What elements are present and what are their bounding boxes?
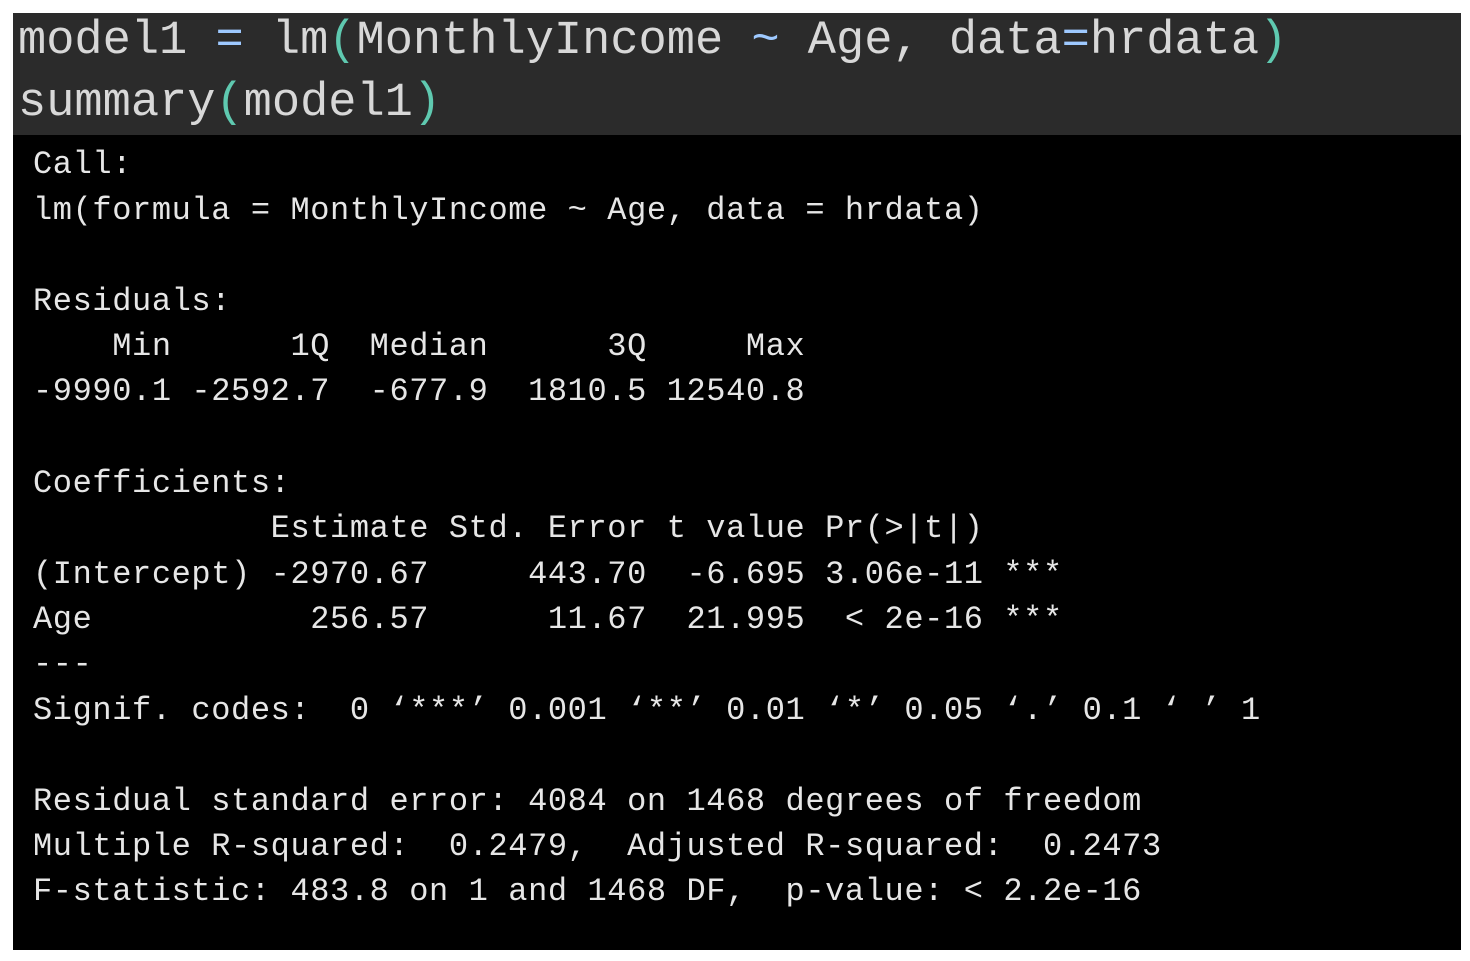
code-token-variable: model1	[18, 15, 216, 68]
output-coefficient-row-age: Age 256.57 11.67 21.995 < 2e-16 ***	[33, 601, 1063, 638]
output-r-squared: Multiple R-squared: 0.2479, Adjusted R-s…	[33, 828, 1182, 865]
code-token-tilde: ~	[751, 15, 780, 68]
output-call-formula: lm(formula = MonthlyIncome ~ Age, data =…	[33, 192, 984, 229]
code-token-predictor: Age, data	[779, 15, 1062, 68]
code-token-function: lm	[243, 15, 329, 68]
output-residuals-header: Min 1Q Median 3Q Max	[33, 328, 826, 365]
output-residuals-values: -9990.1 -2592.7 -677.9 1810.5 12540.8	[33, 373, 826, 410]
output-coefficients-heading: Coefficients:	[33, 465, 291, 502]
output-f-statistic: F-statistic: 483.8 on 1 and 1468 DF, p-v…	[33, 873, 1142, 910]
code-token-assign-op: =	[215, 15, 244, 68]
output-coefficient-row-intercept: (Intercept) -2970.67 443.70 -6.695 3.06e…	[33, 556, 1063, 593]
output-separator: ---	[33, 646, 93, 683]
code-token-close-paren: )	[412, 77, 442, 130]
output-coefficients-header: Estimate Std. Error t value Pr(>|t|)	[33, 510, 1063, 547]
code-token-argument: model1	[243, 77, 413, 130]
output-call-heading: Call:	[33, 146, 133, 183]
code-token-dataset: hrdata	[1089, 15, 1260, 68]
code-token-close-paren: )	[1259, 15, 1288, 68]
code-token-open-paren: (	[215, 77, 244, 130]
output-residual-std-error: Residual standard error: 4084 on 1468 de…	[33, 783, 1142, 820]
output-residuals-heading: Residuals:	[33, 283, 232, 320]
output-signif-codes: Signif. codes: 0 ‘***’ 0.001 ‘**’ 0.01 ‘…	[33, 692, 1261, 729]
code-token-function: summary	[18, 77, 216, 130]
code-editor[interactable]: model1 = lm(MonthlyIncome ~ Age, data=hr…	[13, 13, 1461, 135]
code-token-open-paren: (	[328, 15, 357, 68]
code-line-summary-call[interactable]: summary(model1)	[18, 75, 441, 133]
code-token-response: MonthlyIncome	[356, 15, 752, 68]
code-token-equals: =	[1061, 15, 1090, 68]
console-output: Call: lm(formula = MonthlyIncome ~ Age, …	[13, 135, 1461, 950]
code-line-model-assignment[interactable]: model1 = lm(MonthlyIncome ~ Age, data=hr…	[18, 13, 1287, 71]
